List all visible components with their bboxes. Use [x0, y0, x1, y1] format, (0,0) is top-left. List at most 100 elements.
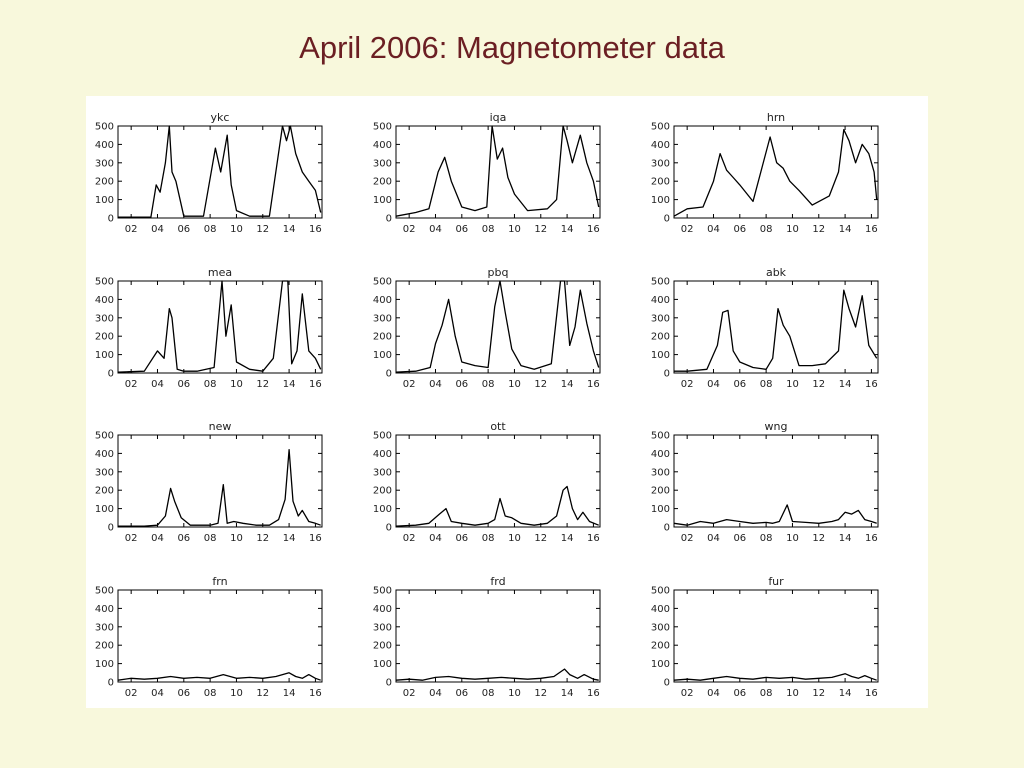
y-tick-label: 0 — [386, 214, 392, 225]
series-line — [395, 280, 600, 373]
x-tick-label: 04 — [151, 224, 164, 235]
x-tick-label: 06 — [455, 688, 468, 699]
y-tick-label: 0 — [664, 678, 670, 689]
y-tick-label: 0 — [386, 523, 392, 534]
x-tick-label: 12 — [256, 224, 269, 235]
x-tick-label: 12 — [256, 533, 269, 544]
x-tick-label: 02 — [681, 533, 694, 544]
x-tick-label: 16 — [587, 688, 600, 699]
y-tick-label: 0 — [108, 369, 114, 380]
x-tick-label: 14 — [561, 224, 574, 235]
x-tick-label: 02 — [125, 533, 138, 544]
x-tick-label: 10 — [230, 224, 243, 235]
y-tick-label: 200 — [95, 177, 114, 188]
x-tick-label: 12 — [534, 379, 547, 390]
y-tick-label: 200 — [373, 332, 392, 343]
chart-title: ykc — [211, 111, 230, 124]
x-tick-label: 08 — [204, 379, 217, 390]
y-tick-label: 300 — [95, 622, 114, 633]
y-tick-label: 0 — [664, 214, 670, 225]
chart-hrn: hrn 0 100 200 300 400 500 02 04 06 08 10 12 14 16 — [651, 111, 879, 235]
y-tick-label: 500 — [373, 277, 392, 288]
series-line — [673, 673, 877, 681]
x-tick-label: 14 — [561, 533, 574, 544]
y-tick-label: 100 — [373, 195, 392, 206]
series-line — [117, 280, 322, 373]
x-tick-label: 08 — [482, 688, 495, 699]
x-tick-label: 14 — [839, 533, 852, 544]
y-tick-label: 400 — [651, 604, 670, 615]
y-tick-label: 100 — [373, 350, 392, 361]
plot-frame — [117, 434, 323, 528]
y-tick-label: 400 — [651, 295, 670, 306]
y-tick-label: 0 — [108, 678, 114, 689]
x-tick-label: 04 — [429, 533, 442, 544]
chart-title: iqa — [490, 111, 507, 124]
y-tick-label: 400 — [95, 449, 114, 460]
x-tick-label: 12 — [812, 688, 825, 699]
x-tick-label: 06 — [455, 533, 468, 544]
slide-title: April 2006: Magnetometer data — [299, 30, 725, 65]
y-tick-label: 0 — [664, 369, 670, 380]
chart-frn: frn 0 100 200 300 400 500 02 04 06 08 10 12 14 16 — [95, 575, 323, 699]
x-tick-label: 10 — [508, 379, 521, 390]
x-tick-label: 06 — [455, 379, 468, 390]
x-tick-label: 06 — [733, 533, 746, 544]
x-tick-label: 08 — [204, 224, 217, 235]
y-tick-label: 100 — [373, 659, 392, 670]
x-tick-label: 14 — [561, 688, 574, 699]
chart-title: ott — [490, 420, 506, 433]
x-tick-label: 04 — [151, 379, 164, 390]
y-tick-label: 300 — [651, 467, 670, 478]
y-tick-label: 200 — [651, 641, 670, 652]
x-tick-label: 06 — [177, 224, 190, 235]
series-line — [395, 668, 599, 681]
x-tick-label: 04 — [151, 688, 164, 699]
x-tick-label: 12 — [256, 379, 269, 390]
y-tick-label: 300 — [373, 622, 392, 633]
x-tick-label: 04 — [707, 224, 720, 235]
x-tick-label: 14 — [839, 224, 852, 235]
x-tick-label: 14 — [283, 379, 296, 390]
x-tick-label: 04 — [429, 224, 442, 235]
y-tick-label: 300 — [95, 467, 114, 478]
plot-frame — [673, 125, 879, 219]
chart-title: pbq — [488, 266, 509, 279]
y-tick-label: 500 — [651, 586, 670, 597]
y-tick-label: 200 — [95, 641, 114, 652]
chart-title: wng — [765, 420, 788, 433]
series-line — [673, 504, 877, 526]
x-tick-label: 12 — [812, 224, 825, 235]
x-tick-label: 14 — [283, 224, 296, 235]
x-tick-label: 16 — [587, 533, 600, 544]
plot-frame — [395, 589, 601, 683]
x-tick-label: 04 — [707, 379, 720, 390]
plot-frame — [117, 125, 323, 219]
y-tick-label: 500 — [95, 431, 114, 442]
x-tick-label: 16 — [865, 688, 878, 699]
chart-ott: ott 0 100 200 300 400 500 02 04 06 08 10 12 14 16 — [373, 420, 601, 544]
y-tick-label: 500 — [373, 431, 392, 442]
plot-frame — [673, 434, 879, 528]
x-tick-label: 04 — [429, 379, 442, 390]
y-tick-label: 100 — [651, 504, 670, 515]
x-tick-label: 16 — [309, 533, 322, 544]
x-tick-label: 10 — [786, 533, 799, 544]
x-tick-label: 16 — [309, 224, 322, 235]
x-tick-label: 02 — [681, 688, 694, 699]
x-tick-label: 02 — [681, 224, 694, 235]
x-tick-label: 10 — [508, 224, 521, 235]
y-tick-label: 400 — [373, 295, 392, 306]
series-line — [118, 125, 322, 218]
y-tick-label: 500 — [95, 586, 114, 597]
plot-frame — [395, 125, 601, 219]
y-tick-label: 0 — [386, 678, 392, 689]
y-tick-label: 300 — [373, 158, 392, 169]
x-tick-label: 02 — [681, 379, 694, 390]
x-tick-label: 16 — [865, 224, 878, 235]
plot-frame — [395, 280, 601, 374]
x-tick-label: 04 — [151, 533, 164, 544]
x-tick-label: 10 — [230, 688, 243, 699]
x-tick-label: 02 — [403, 688, 416, 699]
chart-title: frd — [490, 575, 505, 588]
